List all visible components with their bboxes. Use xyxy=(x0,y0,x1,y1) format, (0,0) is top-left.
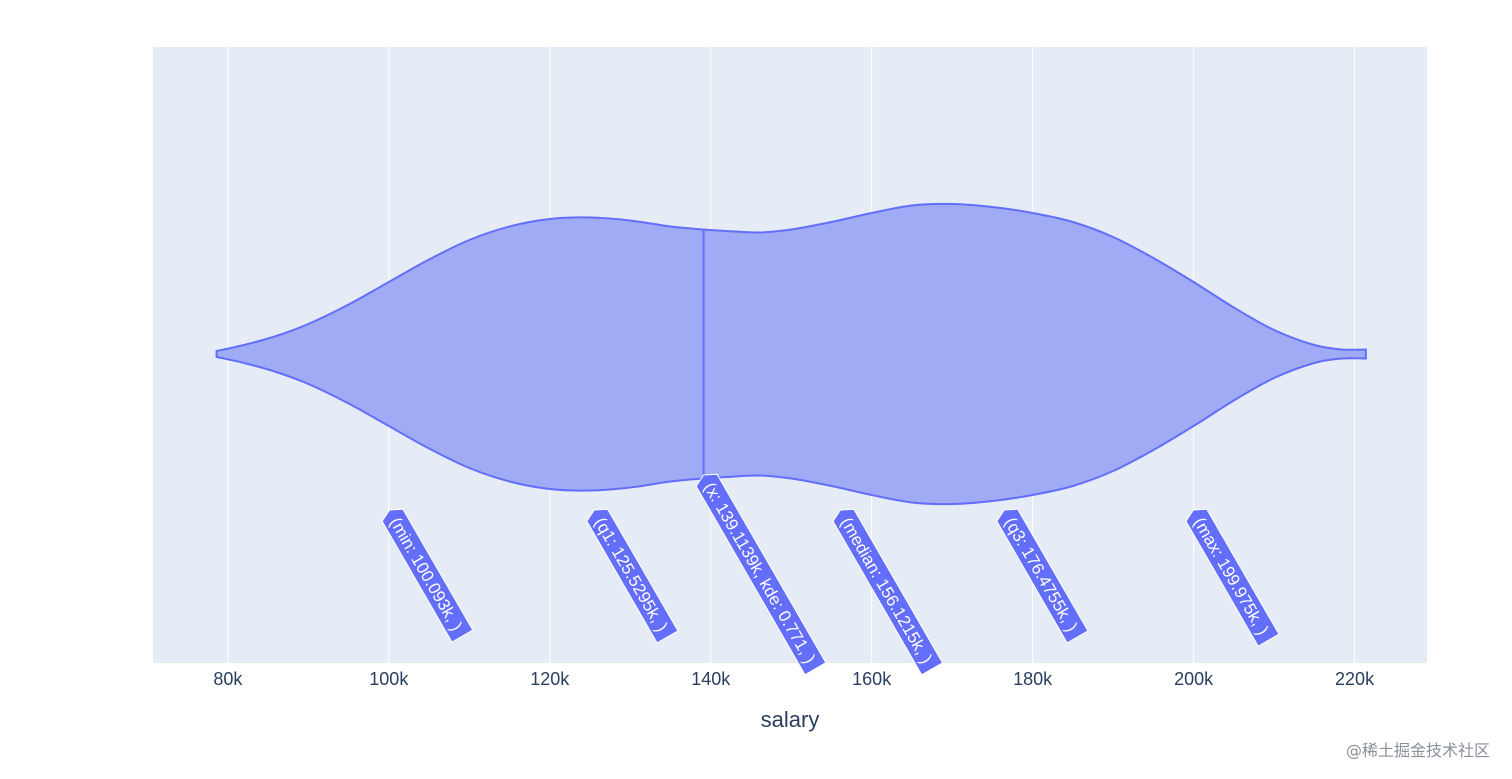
x-axis-title: salary xyxy=(761,707,820,732)
hover-label-box xyxy=(695,473,827,676)
violin-body[interactable] xyxy=(215,202,1367,506)
watermark: @稀土掘金技术社区 xyxy=(1345,741,1490,760)
x-tick-label: 100k xyxy=(369,669,409,689)
hover-label-box xyxy=(381,508,474,643)
x-tick-label: 180k xyxy=(1013,669,1053,689)
x-tick-label: 140k xyxy=(691,669,731,689)
x-tick-label: 220k xyxy=(1335,669,1375,689)
hover-label-box xyxy=(1185,508,1280,647)
x-tick-label: 120k xyxy=(530,669,570,689)
hover-label-box xyxy=(832,508,944,676)
x-tick-label: 200k xyxy=(1174,669,1214,689)
x-tick-label: 80k xyxy=(213,669,243,689)
x-tick-label: 160k xyxy=(852,669,892,689)
hover-label-box xyxy=(996,508,1089,644)
hover-label-box xyxy=(586,508,679,644)
x-axis-ticks: 80k 100k 120k 140k 160k 180k 200k 220k xyxy=(213,669,1375,689)
